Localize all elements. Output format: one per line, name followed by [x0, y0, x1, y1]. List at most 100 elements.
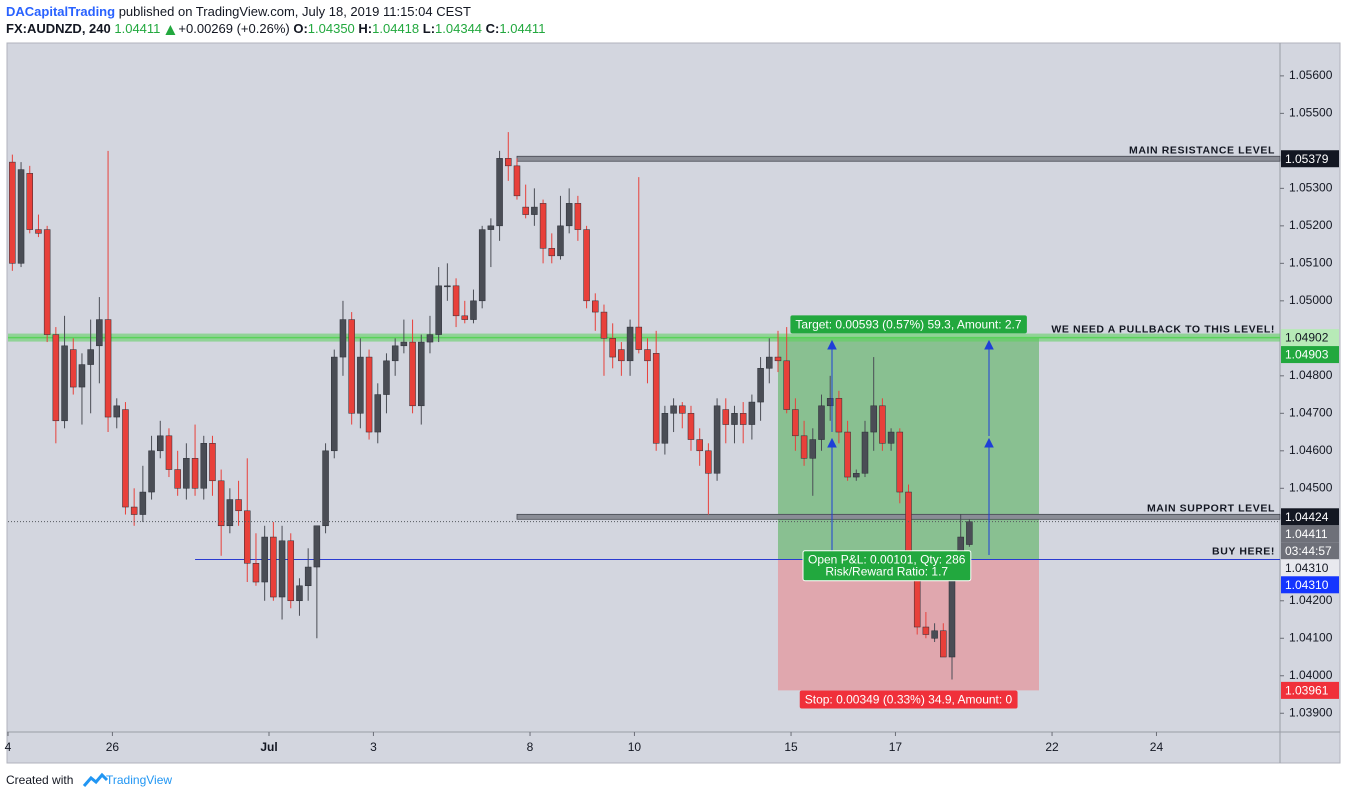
- published: published on TradingView.com, July 18, 2…: [119, 4, 471, 19]
- candle-body: [470, 300, 477, 320]
- candle-body: [513, 165, 521, 197]
- candle-body: [357, 356, 364, 414]
- candle-body: [739, 413, 747, 425]
- level-label: BUY HERE!: [1212, 545, 1275, 557]
- rr-label: Risk/Reward Ratio: 1.7: [825, 565, 948, 579]
- candle-body: [687, 413, 695, 440]
- level-label: WE NEED A PULLBACK TO THIS LEVEL!: [1051, 323, 1275, 335]
- candle-body: [183, 458, 190, 489]
- price-badge-label: 1.03961: [1285, 684, 1329, 698]
- candle-body: [835, 398, 843, 433]
- candle-body: [757, 368, 764, 403]
- price-badge: [1281, 681, 1339, 699]
- candle-body: [670, 405, 677, 414]
- candle-body: [644, 349, 651, 362]
- arrow-head: [984, 339, 994, 350]
- price-badge: [1281, 542, 1339, 560]
- candle-body: [505, 158, 512, 167]
- candle-body: [383, 360, 390, 395]
- x-tick-label: 24: [1150, 740, 1164, 754]
- candle-body: [444, 285, 451, 288]
- level-label: MAIN SUPPORT LEVEL: [1147, 503, 1275, 515]
- candle-body: [17, 169, 25, 264]
- candle-body: [783, 360, 790, 410]
- candle-body: [96, 319, 103, 347]
- candle-body: [435, 285, 442, 335]
- h-value: 1.04418: [372, 21, 419, 36]
- candle-body: [722, 409, 730, 425]
- candle-body: [609, 338, 616, 358]
- candle-body: [452, 285, 460, 317]
- y-tick-label: 1.04800: [1289, 368, 1333, 382]
- y-tick-label: 1.04000: [1289, 668, 1333, 682]
- x-tick-label: 17: [889, 740, 903, 754]
- logo-icon: [82, 772, 109, 787]
- candle-body: [409, 341, 416, 407]
- level-label: MAIN RESISTANCE LEVEL: [1129, 145, 1275, 157]
- o-value: 1.04350: [308, 21, 355, 36]
- candle-body: [26, 173, 34, 230]
- candle-body: [774, 356, 782, 362]
- candle-body: [931, 630, 938, 639]
- candle-body: [52, 334, 60, 422]
- candle-body: [618, 349, 625, 362]
- arrow-head: [984, 437, 994, 448]
- h-label: H:: [358, 21, 372, 36]
- header-line-2: FX:AUDNZD, 240 1.04411 +0.00269 (+0.26%) …: [6, 21, 545, 36]
- candle-body: [826, 398, 834, 407]
- pnl-label: Open P&L: 0.00101, Qty: 286: [808, 553, 966, 567]
- candle-body: [905, 491, 912, 560]
- symbol: FX:AUDNZD, 240: [6, 21, 111, 36]
- candle-body: [365, 356, 373, 433]
- candle-body: [113, 405, 121, 418]
- price-badge: [1281, 525, 1339, 543]
- o-label: O:: [293, 21, 307, 36]
- candle-body: [635, 326, 643, 350]
- candle-body: [478, 229, 486, 302]
- candle-body: [592, 300, 599, 313]
- c-value: 1.04411: [499, 21, 545, 36]
- x-tick-label: 4: [5, 740, 12, 754]
- candle-body: [43, 229, 51, 335]
- price-badge-label: 1.04424: [1285, 510, 1329, 524]
- price-badge-label: 1.04903: [1285, 348, 1329, 362]
- author[interactable]: DACapitalTrading: [6, 4, 115, 19]
- candle-body: [940, 630, 947, 658]
- candle-body: [70, 349, 77, 388]
- candle-body: [713, 405, 721, 474]
- candle-body: [679, 405, 686, 414]
- x-tick-label: 10: [628, 740, 642, 754]
- price-badge: [1281, 508, 1339, 526]
- target-label: Target: 0.00593 (0.57%) 59.3, Amount: 2.…: [795, 317, 1021, 331]
- pnl-box: [802, 550, 972, 582]
- c-label: C:: [486, 21, 500, 36]
- candle-body: [235, 499, 242, 512]
- l-label: L:: [423, 21, 435, 36]
- candle-body: [287, 540, 295, 602]
- candle-body: [244, 510, 251, 564]
- candle-body: [879, 405, 886, 444]
- candle-body: [217, 480, 225, 527]
- candle-body: [174, 469, 181, 489]
- candle-body: [661, 413, 669, 444]
- candle-body: [522, 206, 529, 215]
- candle-body: [748, 401, 756, 425]
- candle-body: [261, 536, 268, 583]
- y-tick-label: 1.04600: [1289, 443, 1333, 457]
- candle-body: [966, 521, 973, 545]
- footer-created: Created with: [6, 773, 73, 787]
- candle-body: [887, 431, 895, 444]
- level-band: [516, 513, 1281, 520]
- y-tick-label: 1.05500: [1289, 106, 1333, 120]
- footer-brand[interactable]: TradingView: [106, 773, 172, 787]
- y-tick-label: 1.05300: [1289, 181, 1333, 195]
- price-badge-label: 1.04310: [1285, 561, 1329, 575]
- candle-body: [696, 439, 703, 452]
- candle-body: [531, 206, 538, 215]
- candle-body: [296, 585, 303, 602]
- candle-body: [418, 341, 425, 407]
- y-tick-label: 1.04700: [1289, 405, 1333, 419]
- change: +0.00269 (+0.26%): [178, 21, 289, 36]
- candle-body: [278, 540, 286, 598]
- candle-body: [600, 311, 608, 339]
